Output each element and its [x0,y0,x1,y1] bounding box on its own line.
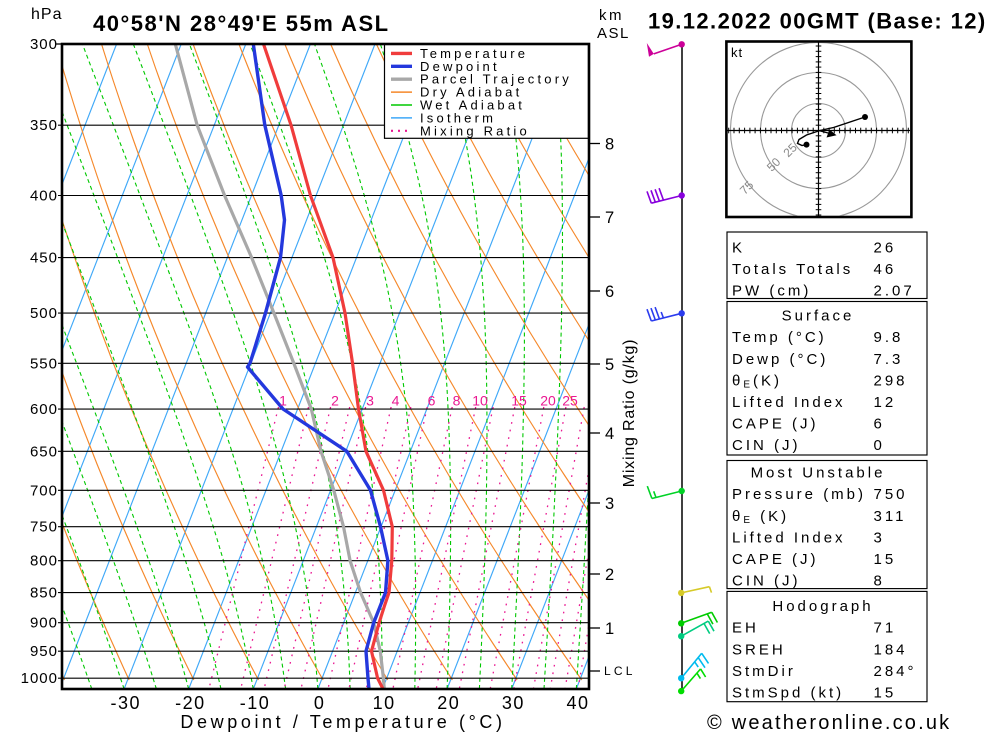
svg-text:750: 750 [30,519,58,536]
svg-text:5: 5 [605,356,614,374]
svg-text:-30: -30 [111,693,142,713]
svg-text:650: 650 [30,443,58,460]
svg-text:2: 2 [331,393,339,409]
svg-text:15: 15 [874,685,897,702]
svg-text:Temperature: Temperature [420,46,528,61]
svg-text:6: 6 [428,393,436,409]
svg-text:9.8: 9.8 [874,329,904,346]
svg-text:ASL: ASL [597,25,630,42]
svg-text:300: 300 [30,36,58,53]
svg-text:30: 30 [502,693,525,713]
svg-text:Most Unstable: Most Unstable [751,465,886,482]
svg-text:StmDir: StmDir [732,663,796,680]
svg-text:20: 20 [437,693,460,713]
svg-text:Wet Adiabat: Wet Adiabat [420,98,525,113]
svg-text:311: 311 [874,508,907,525]
svg-text:K: K [732,239,745,256]
svg-text:12: 12 [874,394,897,411]
svg-text:1: 1 [279,393,287,409]
svg-text:450: 450 [30,250,58,267]
svg-text:θE(K): θE(K) [732,372,782,390]
svg-text:20: 20 [540,393,556,409]
svg-text:8: 8 [605,136,614,154]
svg-text:15: 15 [511,393,527,409]
svg-text:Hodograph: Hodograph [772,598,873,615]
svg-text:40: 40 [566,693,589,713]
svg-text:Dry Adiabat: Dry Adiabat [420,85,522,100]
svg-text:2.07: 2.07 [874,282,915,299]
svg-text:500: 500 [30,305,58,322]
svg-text:900: 900 [30,615,58,632]
svg-text:-20: -20 [175,693,206,713]
svg-text:26: 26 [874,239,897,256]
svg-text:CIN (J): CIN (J) [732,573,801,590]
svg-text:8: 8 [874,573,885,590]
svg-text:Surface: Surface [782,308,855,325]
svg-text:StmSpd (kt): StmSpd (kt) [732,685,844,702]
svg-text:7: 7 [605,209,614,227]
svg-text:71: 71 [874,620,897,637]
svg-text:0: 0 [314,693,326,713]
svg-text:PW (cm): PW (cm) [732,282,811,299]
svg-text:Parcel Trajectory: Parcel Trajectory [420,72,572,87]
svg-text:850: 850 [30,585,58,602]
svg-text:3: 3 [874,529,885,546]
svg-text:2: 2 [605,566,614,584]
svg-text:7.3: 7.3 [874,351,904,368]
svg-text:1: 1 [605,620,614,638]
svg-text:6: 6 [874,416,885,433]
svg-text:kt: kt [731,45,743,60]
svg-text:700: 700 [30,482,58,499]
svg-text:15: 15 [874,551,897,568]
svg-text:10: 10 [373,693,396,713]
svg-text:25: 25 [562,393,578,409]
svg-text:350: 350 [30,117,58,134]
svg-text:1000: 1000 [21,670,58,687]
svg-text:Totals Totals: Totals Totals [732,261,853,278]
svg-text:550: 550 [30,355,58,372]
svg-text:CAPE (J): CAPE (J) [732,416,819,433]
svg-text:950: 950 [30,643,58,660]
svg-text:0: 0 [874,437,885,454]
svg-text:Dewp (°C): Dewp (°C) [732,351,828,368]
svg-text:Temp (°C): Temp (°C) [732,329,827,346]
svg-text:8: 8 [453,393,461,409]
svg-text:Dewpoint / Temperature (°C): Dewpoint / Temperature (°C) [180,712,505,732]
svg-text:3: 3 [366,393,374,409]
svg-text:6: 6 [605,283,614,301]
svg-text:3: 3 [605,495,614,513]
svg-text:CIN (J): CIN (J) [732,437,801,454]
svg-text:km: km [599,7,624,24]
svg-text:LCL: LCL [604,664,636,678]
svg-text:Lifted Index: Lifted Index [732,394,846,411]
svg-text:© weatheronline.co.uk: © weatheronline.co.uk [707,712,951,733]
svg-text:750: 750 [874,486,908,503]
svg-text:SREH: SREH [732,641,786,658]
svg-text:Lifted Index: Lifted Index [732,529,846,546]
svg-text:800: 800 [30,553,58,570]
svg-text:Mixing Ratio: Mixing Ratio [420,123,530,138]
svg-text:284°: 284° [874,663,917,680]
svg-text:Pressure (mb): Pressure (mb) [732,486,866,503]
svg-text:-10: -10 [240,693,271,713]
svg-text:hPa: hPa [31,6,62,23]
svg-text:46: 46 [874,261,897,278]
svg-text:CAPE (J): CAPE (J) [732,551,819,568]
svg-text:Mixing Ratio (g/kg): Mixing Ratio (g/kg) [621,339,638,488]
svg-text:Dewpoint: Dewpoint [420,59,500,74]
svg-text:298: 298 [874,372,908,389]
svg-text:4: 4 [392,393,400,409]
svg-text:400: 400 [30,188,58,205]
svg-text:θE (K): θE (K) [732,508,789,526]
svg-text:4: 4 [605,425,614,443]
svg-text:19.12.2022 00GMT (Base: 12): 19.12.2022 00GMT (Base: 12) [648,9,987,34]
svg-text:EH: EH [732,620,759,637]
svg-text:Isotherm: Isotherm [420,110,496,125]
svg-text:40°58'N 28°49'E 55m ASL: 40°58'N 28°49'E 55m ASL [93,11,390,36]
svg-text:10: 10 [472,393,488,409]
svg-text:184: 184 [874,641,908,658]
svg-text:600: 600 [30,401,58,418]
